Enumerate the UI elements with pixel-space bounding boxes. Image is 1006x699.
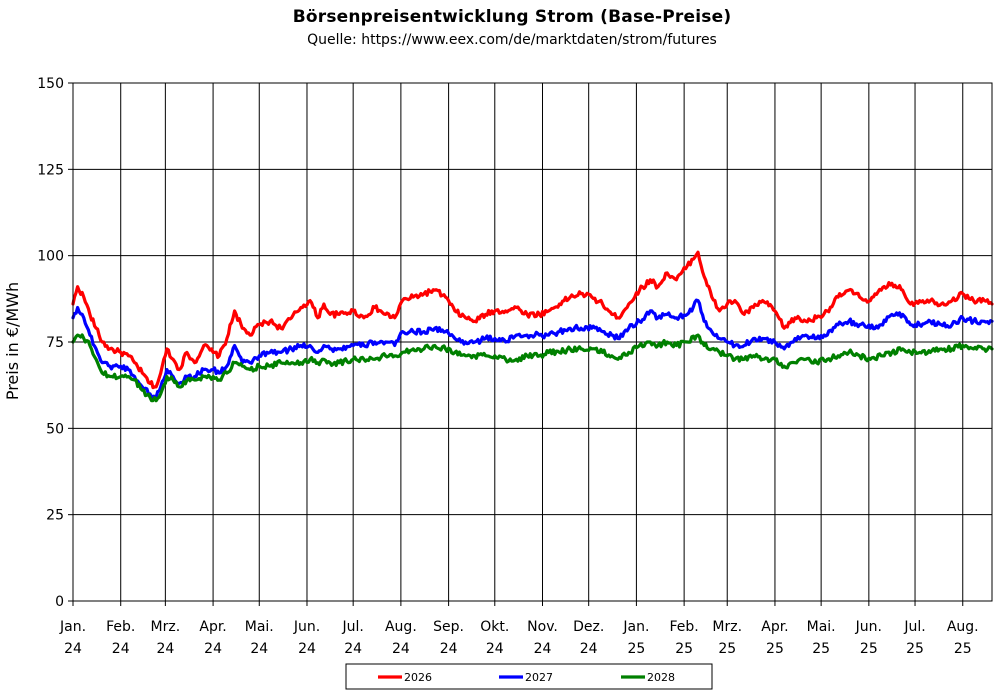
x-tick-label-month: Mrz. [712, 619, 742, 635]
y-tick-label: 150 [37, 76, 64, 92]
x-tick-label-year: 25 [906, 641, 924, 657]
legend-label-2026: 2026 [404, 671, 432, 684]
series-line-2026 [71, 250, 994, 390]
legend-label-2028: 2028 [647, 671, 675, 684]
y-tick-label: 25 [46, 508, 64, 524]
x-tick-label-year: 24 [204, 641, 222, 657]
y-tick-label: 50 [46, 421, 64, 437]
x-tick-label-month: Mai. [807, 619, 836, 635]
x-tick-label-year: 24 [534, 641, 552, 657]
x-tick-label-month: Aug. [947, 619, 979, 635]
axes-layer: 0 25 50 75 100 125 150 Jan. 24 Feb. 24 Mrz. 24 Apr. 24… [37, 76, 993, 657]
x-tick-label-year: 25 [812, 641, 830, 657]
x-tick-label-year: 25 [860, 641, 878, 657]
x-tick-label-year: 24 [250, 641, 268, 657]
plot-border [72, 82, 993, 602]
x-tick-label-month: Jun. [855, 619, 882, 635]
chart-title: Börsenpreisentwicklung Strom (Base-Preis… [292, 7, 732, 27]
x-tick-label-month: Mai. [245, 619, 274, 635]
x-tick-label-month: Jun. [293, 619, 320, 635]
x-tick-label-year: 24 [344, 641, 362, 657]
x-tick-label-year: 25 [954, 641, 972, 657]
x-tick-label-year: 25 [675, 641, 693, 657]
x-tick-label-month: Apr. [199, 619, 226, 635]
x-tick-label-month: Jan. [622, 619, 649, 635]
y-tick-label: 0 [55, 594, 64, 610]
x-tick-label-year: 25 [766, 641, 784, 657]
y-tick-label: 100 [37, 249, 64, 265]
grid-layer [72, 82, 992, 602]
series-layer [71, 250, 994, 403]
legend-box [345, 663, 713, 690]
x-tick-label-year: 24 [392, 641, 410, 657]
x-tick-label-month: Aug. [385, 619, 417, 635]
x-tick-label-month: Jul. [903, 619, 925, 635]
x-tick-label-month: Sep. [433, 619, 464, 635]
x-tick-label-month: Okt. [480, 619, 509, 635]
x-tick-label-year: 25 [627, 641, 645, 657]
y-axis-title: Preis in €/MWh [3, 282, 22, 400]
legend: 2026 2027 2028 [345, 663, 713, 690]
x-tick-label-year: 24 [112, 641, 130, 657]
x-tick-label-month: Apr. [761, 619, 788, 635]
x-tick-label-year: 24 [440, 641, 458, 657]
y-tick-label: 125 [37, 162, 64, 178]
x-tick-label-month: Jan. [59, 619, 86, 635]
x-tick-label-year: 24 [580, 641, 598, 657]
x-tick-label-month: Mrz. [151, 619, 181, 635]
x-tick-label-month: Nov. [527, 619, 558, 635]
series-line-2027 [71, 298, 994, 399]
x-tick-label-year: 24 [486, 641, 504, 657]
x-tick-label-month: Dez. [573, 619, 604, 635]
chart-subtitle: Quelle: https://www.eex.com/de/marktdate… [307, 32, 717, 48]
series-line-2028 [71, 333, 994, 403]
x-tick-label-month: Feb. [106, 619, 135, 635]
y-tick-label: 75 [46, 335, 64, 351]
x-tick-label-year: 25 [718, 641, 736, 657]
x-tick-label-month: Jul. [341, 619, 363, 635]
x-tick-label-year: 24 [64, 641, 82, 657]
x-tick-label-year: 24 [298, 641, 316, 657]
x-tick-label-month: Feb. [670, 619, 699, 635]
legend-label-2027: 2027 [525, 671, 553, 684]
x-tick-label-year: 24 [156, 641, 174, 657]
